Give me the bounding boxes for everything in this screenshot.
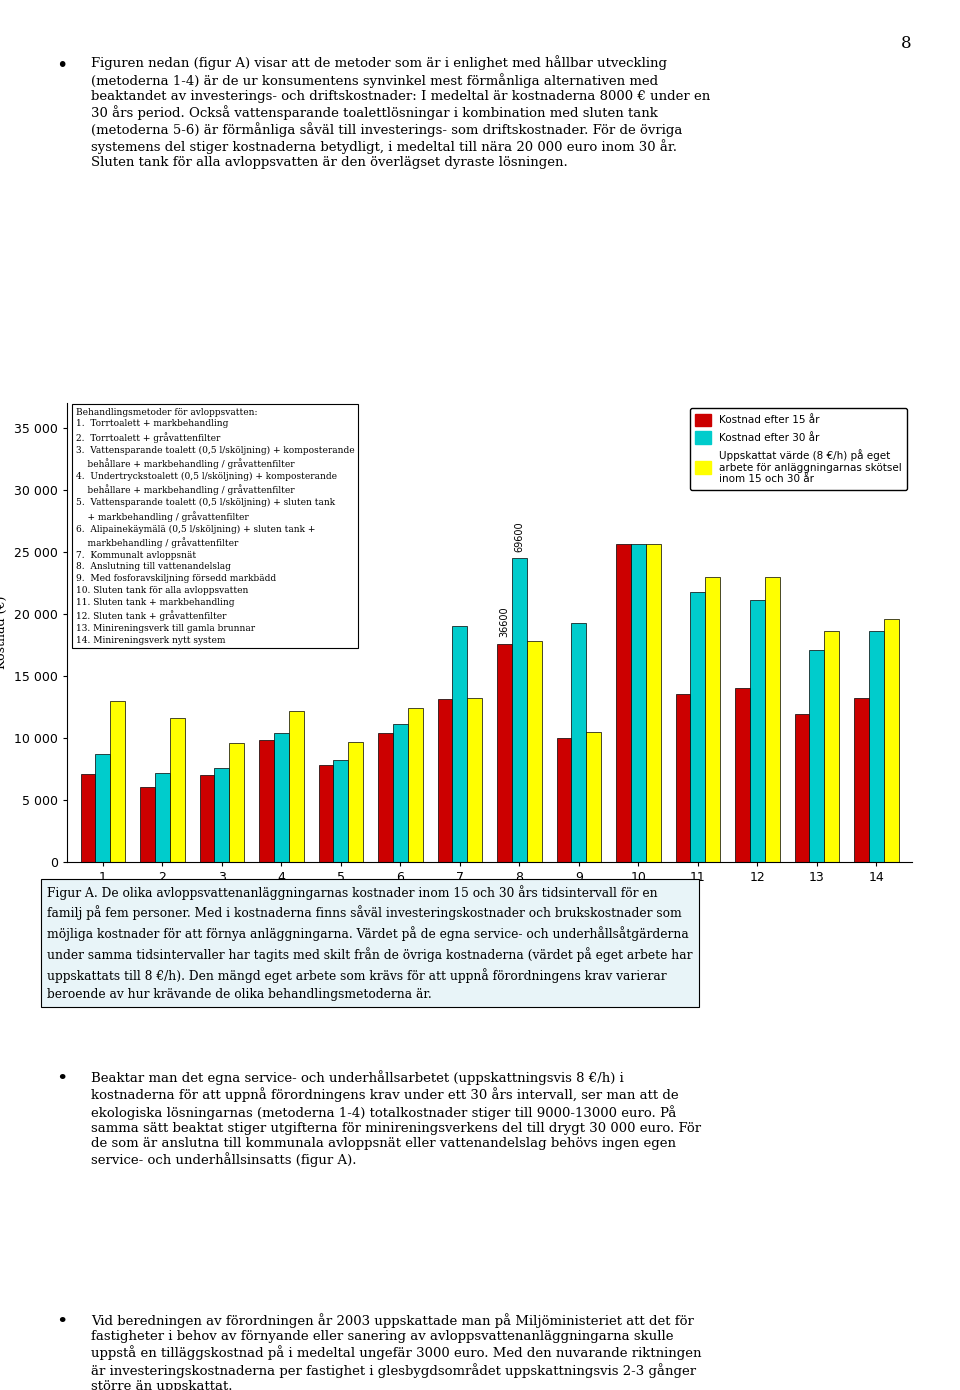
- Bar: [527, 641, 541, 862]
- Text: 36600: 36600: [499, 607, 510, 638]
- Bar: [765, 577, 780, 862]
- Text: 8: 8: [901, 35, 912, 51]
- Bar: [557, 738, 571, 862]
- Bar: [95, 753, 110, 862]
- Bar: [259, 741, 274, 862]
- Bar: [468, 698, 482, 862]
- Bar: [854, 698, 869, 862]
- Bar: [110, 701, 125, 862]
- Text: Figuren nedan (figur A) visar att de metoder som är i enlighet med hållbar utvec: Figuren nedan (figur A) visar att de met…: [91, 56, 710, 170]
- Bar: [646, 545, 660, 862]
- Bar: [571, 623, 587, 862]
- Bar: [408, 708, 422, 862]
- Bar: [348, 741, 363, 862]
- Bar: [884, 619, 899, 862]
- Bar: [706, 577, 720, 862]
- Text: 69600: 69600: [515, 521, 524, 552]
- Text: •: •: [56, 1314, 67, 1332]
- Bar: [690, 592, 706, 862]
- Legend: Kostnad efter 15 år, Kostnad efter 30 år, Uppskattat värde (8 €/h) på eget
arbet: Kostnad efter 15 år, Kostnad efter 30 år…: [689, 409, 907, 489]
- Bar: [200, 776, 214, 862]
- Bar: [155, 773, 170, 862]
- Bar: [512, 557, 527, 862]
- Bar: [452, 627, 468, 862]
- Bar: [869, 631, 884, 862]
- Bar: [333, 760, 348, 862]
- Bar: [289, 710, 303, 862]
- Text: Behandlingsmetoder för avloppsvatten:
1.  Torrtoalett + markbehandling
2.  Torrt: Behandlingsmetoder för avloppsvatten: 1.…: [76, 407, 354, 645]
- Text: Figur A. De olika avloppsvattenanläggningarnas kostnader inom 15 och 30 års tids: Figur A. De olika avloppsvattenanläggnin…: [47, 885, 693, 1001]
- Bar: [319, 765, 333, 862]
- Bar: [378, 733, 393, 862]
- Bar: [616, 545, 631, 862]
- Bar: [81, 774, 95, 862]
- Bar: [795, 714, 809, 862]
- Bar: [274, 733, 289, 862]
- Bar: [676, 695, 690, 862]
- Bar: [229, 742, 244, 862]
- Y-axis label: Kostnad (€): Kostnad (€): [0, 596, 8, 669]
- Text: •: •: [56, 1070, 67, 1088]
- Bar: [140, 787, 155, 862]
- Bar: [393, 724, 408, 862]
- Bar: [587, 731, 601, 862]
- Bar: [825, 631, 839, 862]
- Bar: [735, 688, 750, 862]
- Bar: [809, 649, 825, 862]
- Text: Beaktar man det egna service- och underhållsarbetet (uppskattningsvis 8 €/h) i
k: Beaktar man det egna service- och underh…: [91, 1070, 702, 1168]
- Text: Vid beredningen av förordningen år 2003 uppskattade man på Miljöministeriet att : Vid beredningen av förordningen år 2003 …: [91, 1314, 702, 1390]
- Bar: [438, 699, 452, 862]
- Bar: [631, 545, 646, 862]
- Text: •: •: [56, 56, 67, 75]
- Bar: [497, 644, 512, 862]
- Bar: [750, 600, 765, 862]
- Bar: [170, 719, 184, 862]
- Bar: [214, 767, 229, 862]
